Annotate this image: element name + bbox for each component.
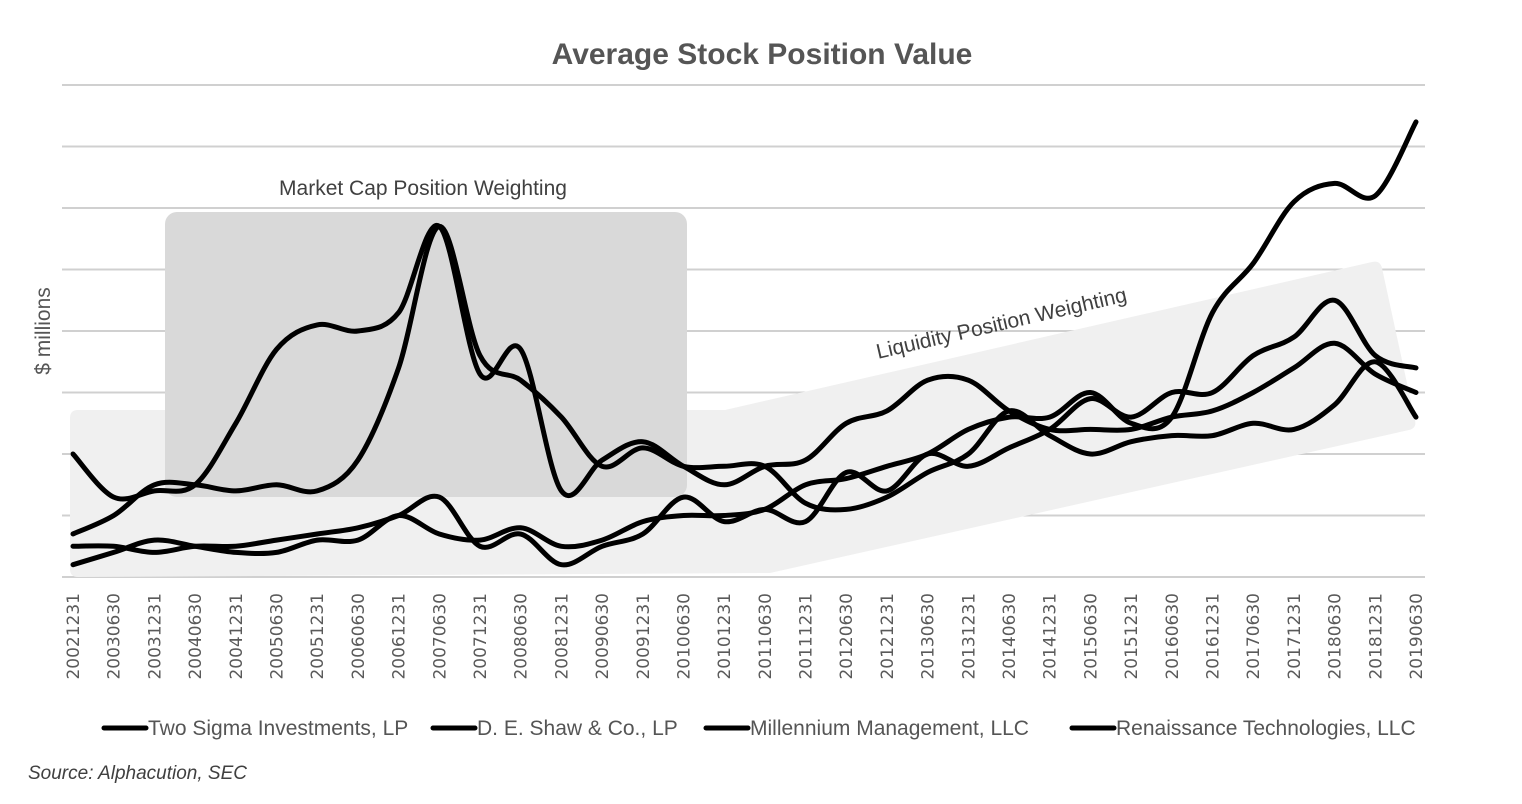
- x-tick-label: 20190630: [1407, 593, 1427, 680]
- x-tick-label: 20041231: [227, 593, 247, 680]
- x-tick-label: 20030630: [105, 593, 125, 680]
- legend-label: Millennium Management, LLC: [750, 717, 1029, 740]
- x-tick-label: 20130630: [919, 593, 939, 680]
- series-line-d-e-shaw-co-lp: [70, 297, 1419, 568]
- chart-title: Average Stock Position Value: [552, 38, 973, 71]
- x-tick-label: 20100630: [674, 593, 694, 680]
- x-tick-label: 20101231: [715, 593, 735, 680]
- x-tick-label: 20060630: [349, 593, 369, 680]
- liquidity-weighting-band: [70, 261, 1416, 577]
- market-cap-weighting-box: [165, 212, 687, 497]
- x-tick-label: 20050630: [267, 593, 287, 680]
- x-tick-label: 20141231: [1041, 593, 1061, 680]
- x-tick-label: 20071231: [471, 593, 491, 680]
- x-tick-label: 20081231: [552, 593, 572, 680]
- x-tick-label: 20181231: [1366, 593, 1386, 680]
- legend-label: Two Sigma Investments, LP: [148, 717, 408, 740]
- x-tick-label: 20131231: [959, 593, 979, 680]
- x-tick-label: 20121231: [878, 593, 898, 680]
- x-tick-label: 20070630: [430, 593, 450, 680]
- x-tick-label: 20110630: [756, 593, 776, 680]
- x-tick-label: 20051231: [308, 593, 328, 680]
- legend: Two Sigma Investments, LP D. E. Shaw & Co…: [101, 717, 1416, 740]
- x-tick-label: 20021231: [64, 593, 84, 680]
- x-tick-label: 20061231: [390, 593, 410, 680]
- x-tick-label: 20140630: [1000, 593, 1020, 680]
- x-tick-label: 20170630: [1244, 593, 1264, 680]
- series-line-millennium-management-llc: [70, 223, 1419, 537]
- x-tick-label: 20171231: [1285, 593, 1305, 680]
- x-tick-label: 20161231: [1204, 593, 1224, 680]
- x-tick-label: 20031231: [145, 593, 165, 680]
- series-lines: [70, 119, 1419, 568]
- market-cap-label-bg: [252, 168, 597, 206]
- x-tick-label: 20040630: [186, 593, 206, 680]
- x-tick-label: 20090630: [593, 593, 613, 680]
- x-tick-label: 20180630: [1326, 593, 1346, 680]
- y-axis-label: $ millions: [32, 287, 55, 375]
- x-tick-label: 20160630: [1163, 593, 1183, 680]
- x-tick-label: 20091231: [634, 593, 654, 680]
- legend-label: D. E. Shaw & Co., LP: [477, 717, 678, 740]
- legend-label: Renaissance Technologies, LLC: [1116, 717, 1416, 740]
- x-tick-label: 20150630: [1081, 593, 1101, 680]
- source-note: Source: Alphacution, SEC: [28, 763, 247, 784]
- market-cap-weighting-label: Market Cap Position Weighting: [279, 177, 567, 200]
- x-tick-label: 20080630: [512, 593, 532, 680]
- x-tick-label: 20111231: [797, 593, 817, 680]
- x-tick-label: 20120630: [837, 593, 857, 680]
- x-tick-label: 20151231: [1122, 593, 1142, 680]
- x-tick-labels: 20021231 20030630 20031231 20040630 20041231…: [64, 593, 1427, 680]
- series-line-renaissance-technologies-llc: [70, 223, 1419, 502]
